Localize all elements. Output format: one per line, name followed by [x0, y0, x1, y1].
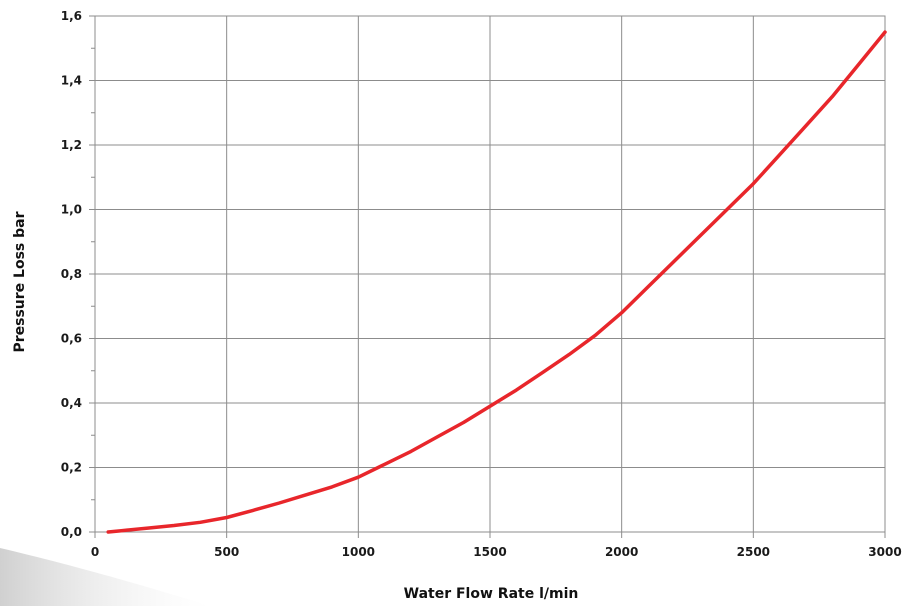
y-tick-label: 1,2: [61, 138, 82, 152]
x-tick-label: 2000: [605, 545, 638, 559]
y-tick-label: 0,0: [61, 525, 82, 539]
x-tick-label: 1000: [342, 545, 375, 559]
y-tick-label: 1,6: [61, 9, 82, 23]
grid: [89, 15, 886, 538]
x-tick-label: 0: [91, 545, 99, 559]
x-axis-title: Water Flow Rate l/min: [404, 586, 579, 602]
axis-ticks: 0 500 1000 1500 2000 2500 3000 0,0 0,2 0,4 0,6 0,8 1…: [61, 9, 902, 559]
y-axis-title: Pressure Loss bar: [12, 211, 28, 352]
y-tick-label: 0,6: [61, 332, 82, 346]
x-tick-label: 500: [214, 545, 239, 559]
y-tick-label: 0,8: [61, 267, 82, 281]
plot-frame: [94, 15, 886, 533]
x-tick-label: 2500: [737, 545, 770, 559]
decorative-swoosh: [0, 548, 210, 606]
series-line: [106, 30, 887, 534]
series-layer: [106, 30, 887, 534]
y-tick-label: 1,4: [61, 74, 82, 88]
y-tick-label: 0,2: [61, 461, 82, 475]
x-tick-label: 3000: [868, 545, 901, 559]
y-tick-label: 1,0: [61, 203, 82, 217]
x-tick-label: 1500: [473, 545, 506, 559]
y-tick-label: 0,4: [61, 396, 82, 410]
